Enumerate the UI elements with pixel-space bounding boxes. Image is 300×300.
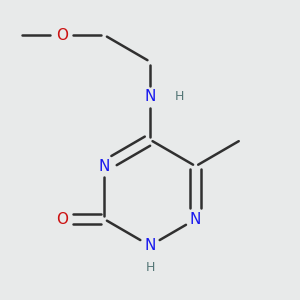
Text: N: N — [144, 238, 156, 253]
Text: N: N — [190, 212, 201, 227]
Text: O: O — [56, 28, 68, 43]
Text: N: N — [99, 159, 110, 174]
Text: H: H — [175, 91, 184, 103]
Text: N: N — [144, 89, 156, 104]
Text: O: O — [56, 212, 68, 227]
Text: H: H — [145, 261, 155, 274]
